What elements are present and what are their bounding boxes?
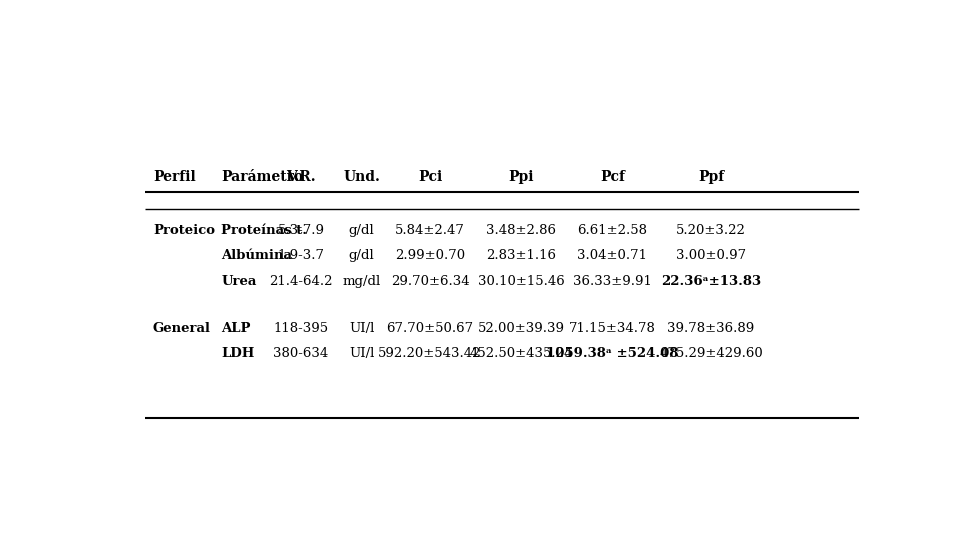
Text: g/dl: g/dl [349,249,374,262]
Text: 52.00±39.39: 52.00±39.39 [477,322,564,335]
Text: UI/l: UI/l [349,347,374,361]
Text: 36.33±9.91: 36.33±9.91 [573,275,652,288]
Text: Parámetro: Parámetro [221,170,304,184]
Text: Pci: Pci [418,170,442,184]
Text: 39.78±36.89: 39.78±36.89 [667,322,755,335]
Text: 1059.38ᵃ ±524.08: 1059.38ᵃ ±524.08 [546,347,678,361]
Text: 5.84±2.47: 5.84±2.47 [395,224,465,237]
Text: 3.04±0.71: 3.04±0.71 [577,249,648,262]
Text: 22.36ᵃ±13.83: 22.36ᵃ±13.83 [662,275,761,288]
Text: UI/l: UI/l [349,322,374,335]
Text: Albúmina: Albúmina [221,249,292,262]
Text: 5.3-7.9: 5.3-7.9 [277,224,324,237]
Text: 475.29±429.60: 475.29±429.60 [660,347,763,361]
Text: ALP: ALP [221,322,251,335]
Text: 5.20±3.22: 5.20±3.22 [676,224,746,237]
Text: 592.20±543.42: 592.20±543.42 [378,347,482,361]
Text: LDH: LDH [221,347,255,361]
Text: Pcf: Pcf [600,170,625,184]
Text: Proteico: Proteico [153,224,215,237]
Text: Perfil: Perfil [153,170,196,184]
Text: 71.15±34.78: 71.15±34.78 [569,322,656,335]
Text: Ppi: Ppi [509,170,534,184]
Text: 21.4-64.2: 21.4-64.2 [270,275,333,288]
Text: Ppf: Ppf [698,170,724,184]
Text: Proteínas t.: Proteínas t. [221,224,308,237]
Text: 3.00±0.97: 3.00±0.97 [676,249,746,262]
Text: 1.9-3.7: 1.9-3.7 [277,249,324,262]
Text: g/dl: g/dl [349,224,374,237]
Text: 67.70±50.67: 67.70±50.67 [386,322,473,335]
Text: 29.70±6.34: 29.70±6.34 [391,275,469,288]
Text: Urea: Urea [221,275,257,288]
Text: 380-634: 380-634 [273,347,328,361]
Text: mg/dl: mg/dl [343,275,381,288]
Text: 2.99±0.70: 2.99±0.70 [395,249,465,262]
Text: V.R.: V.R. [286,170,316,184]
Text: 118-395: 118-395 [273,322,328,335]
Text: 30.10±15.46: 30.10±15.46 [478,275,564,288]
Text: 452.50±435.24: 452.50±435.24 [469,347,573,361]
Text: 6.61±2.58: 6.61±2.58 [577,224,648,237]
Text: Und.: Und. [343,170,380,184]
Text: 3.48±2.86: 3.48±2.86 [486,224,557,237]
Text: General: General [153,322,211,335]
Text: 2.83±1.16: 2.83±1.16 [486,249,557,262]
